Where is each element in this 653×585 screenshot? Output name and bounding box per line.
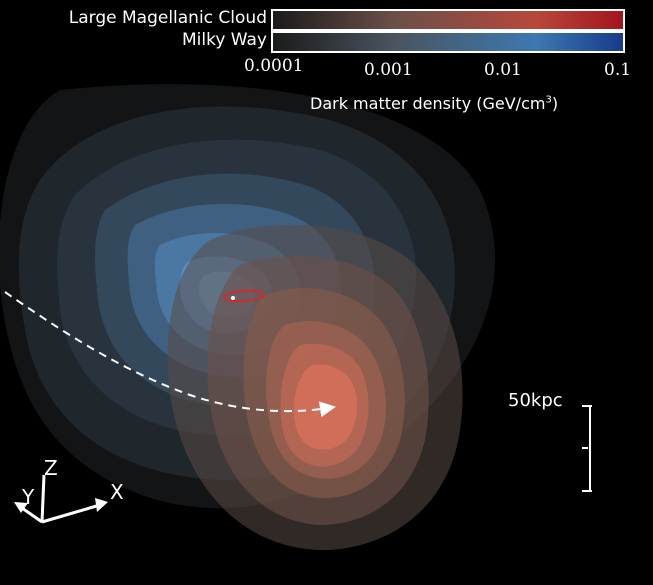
lmc-contours (167, 224, 463, 551)
milky-way-colorbar (271, 31, 625, 53)
colorbar-title: Dark matter density (GeV/cm3) (310, 94, 558, 113)
milky-way-legend-label: Milky Way (181, 30, 267, 50)
x-axis-label: X (110, 480, 124, 504)
y-axis-label: Y (22, 485, 35, 509)
lmc-colorbar (271, 9, 625, 31)
axis-triad (14, 474, 108, 524)
lmc-legend-label: Large Magellanic Cloud (68, 8, 267, 28)
lmc-orbit-ring (223, 289, 265, 303)
milky-way-center-dot (231, 296, 235, 300)
scale-bar-label: 50kpc (508, 390, 563, 411)
colorbar-tick-label: 0.01 (480, 60, 526, 80)
lmc-trajectory-arrow (4, 291, 336, 418)
colorbar-tick-label: 0.001 (360, 60, 417, 80)
colorbar-tick-label: 0.1 (600, 60, 636, 80)
scale-bar (582, 405, 592, 492)
colorbar-title-exponent: 3 (545, 94, 552, 106)
colorbar-title-close: ) (551, 94, 559, 113)
colorbar-tick-label: 0.0001 (240, 56, 308, 76)
colorbar-title-text: Dark matter density (GeV/cm (310, 94, 546, 113)
z-axis-label: Z (44, 456, 58, 480)
